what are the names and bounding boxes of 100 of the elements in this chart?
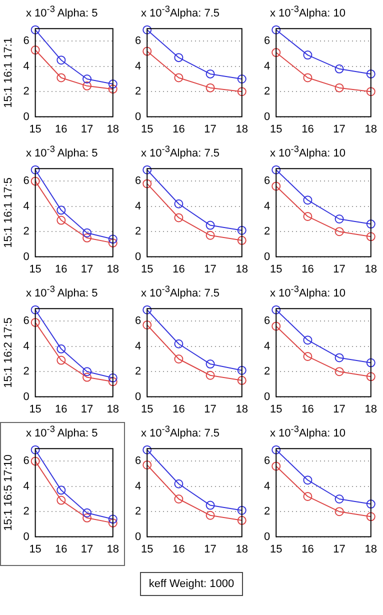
point xyxy=(82,508,92,518)
point xyxy=(142,320,152,330)
point xyxy=(142,305,152,314)
point xyxy=(82,233,92,242)
x-tick-label: 17 xyxy=(80,543,94,556)
x-tick-label: 18 xyxy=(236,263,248,276)
y-tick-label: 6 xyxy=(23,315,30,328)
point xyxy=(237,376,246,385)
y-tick-label: 2 xyxy=(264,506,270,518)
text: keff Weight: 1000 xyxy=(140,572,244,596)
x-tick-label: 17 xyxy=(80,403,94,416)
x-tick-label: 17 xyxy=(204,403,216,416)
point xyxy=(272,25,281,34)
point xyxy=(30,318,40,327)
y-tick-label: 6 xyxy=(134,455,142,468)
x-tick-label: 18 xyxy=(364,543,378,556)
point xyxy=(108,514,118,524)
x-tick-label: 16 xyxy=(55,543,68,556)
x-tick-label: 16 xyxy=(172,543,185,556)
point xyxy=(56,486,66,495)
x-tick-label: 17 xyxy=(333,123,346,136)
x-tick-label: 16 xyxy=(172,263,185,276)
y-tick-label: 6 xyxy=(134,175,142,188)
y-tick-label: 6 xyxy=(264,35,270,48)
x-tick-label: 15 xyxy=(29,123,42,136)
x-tick-label: 16 xyxy=(55,403,68,416)
point xyxy=(82,74,92,84)
point xyxy=(366,232,376,242)
y-tick-label: 0 xyxy=(23,250,30,263)
x-tick-label: 15 xyxy=(140,123,154,136)
chart-title: x 10$^{-3}$Alpha: 7.5 xyxy=(141,424,220,440)
y-tick-label: 6 xyxy=(264,455,270,468)
y-tick-label: 2 xyxy=(134,86,142,98)
point xyxy=(237,506,246,515)
point xyxy=(82,228,92,238)
chart-title: x 10$^{-3}$Alpha: 10 xyxy=(270,424,346,440)
chart-title: x 10$^{-3}$ Alpha: 5 xyxy=(26,4,98,20)
point xyxy=(30,46,40,55)
y-tick-label: 4 xyxy=(134,200,142,212)
y-tick-label: 0 xyxy=(134,530,142,543)
x-tick-label: 15 xyxy=(140,543,154,556)
y-tick-label: 4 xyxy=(23,480,30,492)
point xyxy=(303,352,312,361)
point xyxy=(30,25,40,34)
point xyxy=(303,196,312,205)
point xyxy=(174,354,184,364)
chart-title: x 10$^{-3}$Alpha: 10 xyxy=(270,4,346,20)
point xyxy=(366,372,376,382)
x-tick-label: 16 xyxy=(172,123,185,136)
point xyxy=(206,69,215,78)
point xyxy=(237,516,246,525)
x-tick-label: 15 xyxy=(29,543,42,556)
x-tick-label: 18 xyxy=(236,403,248,416)
point xyxy=(174,479,184,488)
y-tick-label: 0 xyxy=(264,250,270,263)
y-tick-label: 2 xyxy=(23,86,30,98)
point xyxy=(272,182,281,191)
x-tick-label: 15 xyxy=(270,543,282,556)
chart-title: x 10$^{-3}$Alpha: 7.5 xyxy=(141,4,220,20)
point xyxy=(366,87,376,96)
point xyxy=(334,83,344,92)
x-tick-label: 18 xyxy=(364,263,378,276)
y-tick-label: 2 xyxy=(23,506,30,518)
x-tick-label: 16 xyxy=(302,403,314,416)
x-tick-label: 15 xyxy=(270,403,282,416)
x-tick-label: 16 xyxy=(172,403,185,416)
point xyxy=(237,366,246,375)
point xyxy=(56,73,66,82)
point xyxy=(206,510,215,520)
point xyxy=(206,220,215,230)
point xyxy=(206,360,215,369)
point xyxy=(334,227,344,236)
y-tick-label: 4 xyxy=(23,340,30,352)
x-tick-label: 18 xyxy=(364,123,378,136)
y-tick-label: 6 xyxy=(23,175,30,188)
x-tick-label: 17 xyxy=(204,543,216,556)
point xyxy=(56,496,66,505)
x-tick-label: 16 xyxy=(302,123,314,136)
x-tick-label: 18 xyxy=(236,543,248,556)
y-tick-label: 2 xyxy=(264,226,270,238)
point xyxy=(366,69,376,78)
point xyxy=(56,356,66,365)
point xyxy=(108,373,118,382)
x-tick-label: 17 xyxy=(333,263,346,276)
point xyxy=(108,80,118,89)
x-tick-label: 15 xyxy=(140,403,154,416)
y-tick-label: 2 xyxy=(134,506,142,518)
y-tick-label: 0 xyxy=(264,390,270,403)
point xyxy=(237,226,246,235)
y-tick-label: 0 xyxy=(134,110,142,123)
y-tick-label: 2 xyxy=(23,366,30,378)
x-tick-label: 17 xyxy=(80,263,94,276)
x-tick-label: 17 xyxy=(333,543,346,556)
point xyxy=(56,206,66,215)
x-tick-label: 15 xyxy=(270,123,282,136)
point xyxy=(206,370,215,380)
y-tick-label: 6 xyxy=(264,175,270,188)
y-axis-title: 15:1 16:1 17:1 xyxy=(2,38,15,108)
point xyxy=(82,372,92,382)
chart-title: x 10$^{-3}$Alpha: 10 xyxy=(270,284,346,300)
